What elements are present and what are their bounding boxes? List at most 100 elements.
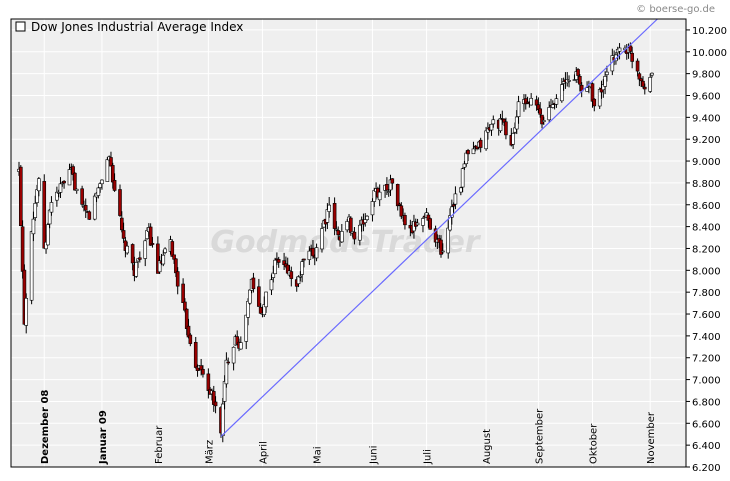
candle-body <box>289 271 294 279</box>
candle-body <box>567 80 571 82</box>
y-tick-label: 6.400 <box>692 441 721 452</box>
candle-body <box>246 300 250 318</box>
x-axis: Dezember 08 Januar 09 Februar März April Mai J… <box>40 390 657 465</box>
candle-body <box>239 342 243 350</box>
y-tick-label: 6.200 <box>692 463 721 474</box>
candle-body <box>576 69 580 76</box>
candle-body <box>220 403 225 437</box>
candle-body <box>349 217 353 233</box>
y-tick-label: 8.400 <box>692 223 721 234</box>
candle-body <box>83 205 88 211</box>
candle-body <box>641 80 645 87</box>
candle-body <box>516 101 521 117</box>
candle-body <box>365 215 369 220</box>
y-tick-label: 8.800 <box>692 179 721 190</box>
candle-body <box>62 180 66 184</box>
y-tick-label: 7.600 <box>692 310 721 321</box>
candle-body <box>125 245 130 254</box>
candle-body <box>551 104 555 108</box>
trendline-layer <box>220 18 658 437</box>
candle-body <box>453 193 458 205</box>
candle-body <box>478 139 483 148</box>
candle-body <box>174 258 178 274</box>
candle-body <box>46 224 50 246</box>
candle-body <box>540 114 544 125</box>
support-trendline <box>220 18 658 437</box>
candle-body <box>47 209 52 225</box>
candle-body <box>498 117 503 132</box>
candle-body <box>327 204 331 212</box>
y-tick-label: 6.600 <box>692 419 721 430</box>
candle-body <box>269 279 274 291</box>
candle-body <box>554 98 559 105</box>
candles <box>17 42 654 443</box>
candle-body <box>630 52 634 62</box>
candle-body <box>244 314 249 342</box>
candle-body <box>395 184 400 207</box>
candle-body <box>264 291 268 308</box>
candle-body <box>311 247 315 257</box>
candle-body <box>635 60 640 72</box>
x-month-label: Februar <box>154 425 165 464</box>
candle-body <box>33 203 38 218</box>
candle-body <box>578 76 582 85</box>
candle-body <box>181 283 185 303</box>
plot-frame <box>10 18 687 468</box>
candle-body <box>421 218 425 226</box>
candle-body <box>529 98 533 106</box>
candle-body <box>298 275 303 278</box>
candle-body <box>648 77 652 92</box>
candle-body <box>112 180 117 191</box>
candle-body <box>118 189 122 216</box>
x-month-label: Dezember 08 <box>40 390 51 464</box>
candle-body <box>302 258 306 261</box>
x-month-label: Oktober <box>588 423 599 464</box>
y-tick-label: 8.000 <box>692 266 721 277</box>
candle-body <box>96 187 101 196</box>
candle-body <box>491 119 496 125</box>
candle-body <box>29 231 34 301</box>
candle-body <box>514 116 519 130</box>
candle-body <box>251 277 256 290</box>
candle-body <box>300 261 304 275</box>
candle-body <box>650 72 654 76</box>
candle-body <box>273 259 277 275</box>
candle-body <box>462 163 467 168</box>
candle-body <box>403 215 407 226</box>
y-tick-label: 7.200 <box>692 354 721 365</box>
plot-background <box>11 19 686 467</box>
candle-body <box>170 241 175 257</box>
candle-body <box>504 121 508 136</box>
candle-body <box>332 203 337 229</box>
x-month-label: Juli <box>423 449 434 465</box>
candle-body <box>130 244 135 264</box>
candle-body <box>121 230 126 239</box>
candle-body <box>642 86 647 90</box>
candle-body <box>74 188 79 191</box>
y-tick-label: 9.200 <box>692 135 721 146</box>
credit-label: © boerse-go.de <box>636 4 715 15</box>
candle-body <box>183 301 187 311</box>
candle-body <box>603 76 607 87</box>
candle-body <box>193 341 198 368</box>
candle-body <box>105 159 110 182</box>
y-tick-label: 7.400 <box>692 332 721 343</box>
candle-body <box>222 381 227 402</box>
x-month-label: Mai <box>313 446 324 464</box>
candle-body <box>138 257 142 260</box>
y-tick-label: 9.000 <box>692 157 721 168</box>
candle-body <box>459 187 463 193</box>
candle-body <box>547 107 552 121</box>
candle-body <box>109 157 113 167</box>
candle-body <box>314 247 319 259</box>
candle-body <box>460 168 465 188</box>
candle-body <box>248 289 252 304</box>
y-tick-label: 6.800 <box>692 397 721 408</box>
candle-body <box>73 172 77 191</box>
candle-body <box>560 84 564 102</box>
x-month-label: April <box>258 441 269 464</box>
candle-body <box>37 178 41 192</box>
candle-body <box>489 123 494 131</box>
y-axis: 6.200 6.400 6.600 6.800 7.000 7.200 7.400 7.600… <box>686 26 727 474</box>
candle-body <box>271 272 276 278</box>
